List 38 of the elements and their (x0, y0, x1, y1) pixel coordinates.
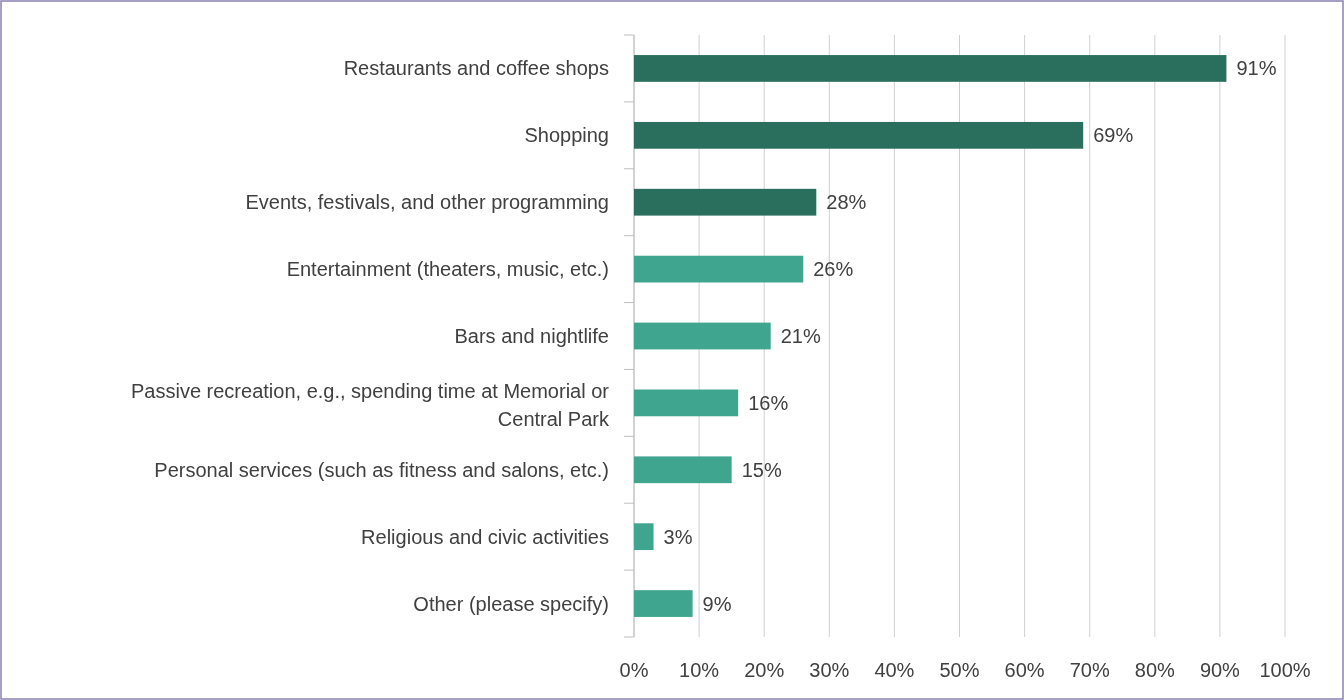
bar (634, 523, 654, 551)
data-label: 26% (813, 258, 854, 281)
y-tick-label: Entertainment (theaters, music, etc.) (286, 258, 609, 281)
y-tick-label: Events, festivals, and other programming (245, 191, 609, 214)
bar (634, 590, 693, 617)
bar (634, 55, 1227, 82)
data-label: 3% (663, 525, 693, 548)
x-tick-label: 40% (874, 659, 915, 681)
bar (634, 121, 1084, 149)
bar (634, 389, 739, 417)
y-tick-label: Shopping (524, 124, 609, 147)
x-tick-label: 60% (1004, 659, 1045, 681)
x-tick-label: 20% (744, 659, 785, 681)
data-label: 9% (702, 592, 732, 615)
bar (634, 255, 804, 283)
x-tick-label: 0% (619, 659, 649, 681)
x-tick-label: 70% (1069, 659, 1110, 681)
x-tick-label: 90% (1199, 659, 1241, 681)
data-label: 28% (826, 191, 867, 214)
data-label: 21% (780, 325, 821, 347)
y-tick-label: Personal services (such as fitness and salons, etc.) (154, 458, 609, 481)
bar (634, 456, 732, 484)
x-tick-label: 30% (809, 659, 850, 681)
y-tick-label: Other (please specify) (413, 592, 609, 615)
y-tick-label: Religious and civic activities (361, 525, 609, 548)
data-label: 16% (748, 391, 789, 414)
data-label: 69% (1093, 124, 1134, 147)
bar (634, 188, 817, 216)
data-label: 91% (1236, 57, 1277, 80)
x-tick-label: 80% (1134, 659, 1176, 681)
y-tick-label: Bars and nightlife (454, 325, 609, 347)
x-tick-label: 50% (939, 659, 980, 681)
y-tick-label: Restaurants and coffee shops (343, 57, 609, 80)
data-label: 15% (741, 458, 782, 481)
bar (634, 322, 771, 350)
y-tick-label: Passive recreation, e.g., spending time at Memorial or Central Park (131, 379, 610, 430)
x-tick-label: 10% (679, 659, 720, 681)
x-tick-label: 100% (1259, 659, 1311, 681)
